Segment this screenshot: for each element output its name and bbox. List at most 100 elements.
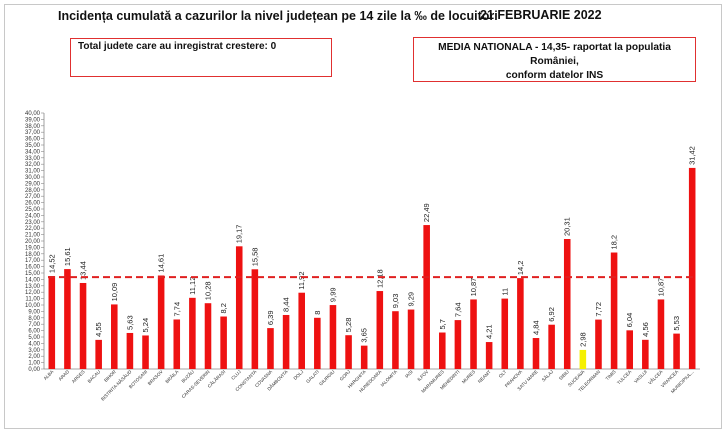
report-date: 21 FEBRUARIE 2022 (480, 8, 602, 22)
category-label: BUZĂU (180, 368, 195, 383)
y-tick-label: 16,00 (25, 265, 41, 271)
y-tick-label: 13,00 (25, 284, 41, 290)
bar (95, 339, 102, 369)
bar-value-label: 10,28 (204, 281, 213, 300)
bar-value-label: 8,44 (282, 297, 291, 312)
y-tick-label: 33,00 (25, 156, 41, 162)
bar-value-label: 10,09 (110, 283, 119, 302)
bar-value-label: 5,53 (672, 316, 681, 331)
bar (157, 275, 165, 369)
category-label: MURES (461, 369, 476, 384)
bar-value-label: 4,84 (532, 320, 541, 335)
y-tick-label: 15,00 (25, 271, 41, 277)
bar (376, 291, 384, 369)
category-label: NEAMT (477, 369, 492, 384)
bar-value-label: 9,03 (391, 294, 400, 309)
bar (657, 299, 665, 369)
bar-value-label: 14,2 (516, 261, 525, 276)
bar (579, 349, 587, 369)
category-label: SĂLAJ (540, 368, 554, 382)
bar (454, 320, 462, 369)
chart-frame (4, 4, 722, 429)
bar (485, 342, 493, 369)
bar (501, 298, 509, 369)
y-tick-label: 17,00 (25, 258, 41, 264)
bar-value-label: 15,61 (63, 247, 72, 266)
bar-value-label: 31,42 (688, 146, 697, 165)
y-tick-label: 10,00 (25, 303, 41, 309)
category-label: BRASOV (147, 369, 165, 387)
y-tick-label: 1,00 (28, 361, 40, 367)
bar-value-label: 6,39 (266, 310, 275, 325)
y-tick-label: 32,00 (25, 162, 41, 168)
bar-value-label: 18,2 (610, 235, 619, 250)
bar-value-label: 11,12 (188, 277, 197, 295)
bar (407, 309, 415, 369)
y-tick-label: 22,00 (25, 226, 41, 232)
bar (673, 333, 680, 369)
category-label: IASI (404, 369, 414, 379)
national-average-line2: conform datelor INS (505, 70, 604, 81)
bar (48, 276, 56, 369)
y-tick-label: 20,00 (25, 239, 41, 245)
bar (392, 311, 399, 369)
y-tick-label: 18,00 (25, 252, 41, 258)
bar (314, 317, 321, 369)
bar-value-label: 5,7 (438, 319, 447, 329)
category-label: CLUJ (230, 369, 242, 381)
bar (142, 335, 149, 369)
category-label: TIMIS (605, 369, 617, 381)
bar (345, 335, 352, 369)
bar-value-label: 3,65 (360, 328, 369, 343)
bar (220, 316, 227, 369)
bar-value-label: 4,21 (485, 324, 494, 339)
category-label: ARAD (58, 369, 71, 382)
bar-value-label: 4,56 (641, 322, 650, 337)
y-tick-label: 24,00 (25, 213, 41, 219)
y-tick-label: 9,00 (28, 309, 40, 315)
category-label: ALBA (43, 369, 56, 382)
y-tick-label: 27,00 (25, 194, 41, 200)
y-tick-label: 29,00 (25, 181, 41, 187)
y-tick-label: 19,00 (25, 245, 41, 251)
y-tick-label: 25,00 (25, 207, 41, 213)
bar (189, 297, 196, 369)
bar-value-label: 6,92 (547, 307, 556, 322)
bar-value-label: 9,29 (407, 292, 416, 307)
bar (251, 269, 259, 369)
y-tick-label: 30,00 (25, 175, 41, 181)
bar-value-label: 15,58 (250, 248, 259, 267)
bar-value-label: 14,61 (157, 254, 166, 273)
y-tick-label: 34,00 (25, 149, 41, 155)
bar-value-label: 4,55 (94, 322, 103, 337)
category-label: ARGES (71, 369, 86, 384)
bar (282, 314, 290, 369)
bar (360, 345, 368, 369)
y-tick-label: 37,00 (25, 130, 41, 136)
bar (111, 304, 118, 369)
increase-count-box: Total judete care au inregistrat crester… (70, 38, 332, 77)
bar-value-label: 9,99 (328, 287, 337, 302)
bar-value-label: 20,31 (563, 217, 572, 236)
bar (595, 319, 602, 369)
y-tick-label: 5,00 (28, 335, 40, 341)
bar-value-label: 12,18 (375, 269, 384, 288)
y-tick-label: 28,00 (25, 188, 41, 194)
category-label: OLT (498, 369, 508, 379)
bar (298, 292, 305, 369)
bar (626, 330, 633, 369)
y-tick-label: 8,00 (28, 316, 40, 322)
bar-value-label: 11,92 (297, 271, 306, 289)
category-label: BIHOR (103, 369, 117, 383)
category-label: ILFOV (416, 369, 430, 383)
bar-value-label: 5,24 (141, 318, 150, 333)
bar (64, 269, 71, 369)
bar (126, 332, 134, 369)
category-label: SIBIU (558, 369, 570, 381)
category-label: TULCEA (616, 369, 633, 386)
bar-value-label: 5,28 (344, 318, 353, 333)
bar (423, 225, 430, 369)
y-tick-label: 40,00 (25, 111, 41, 117)
y-tick-label: 21,00 (25, 233, 41, 239)
bar (563, 239, 571, 369)
